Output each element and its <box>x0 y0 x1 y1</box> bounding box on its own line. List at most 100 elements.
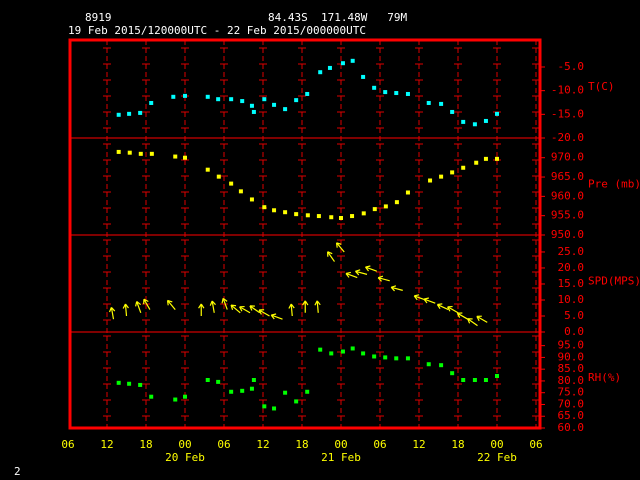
data-point <box>426 100 431 105</box>
x-tick-label: 06 <box>217 438 230 451</box>
data-point <box>294 399 299 404</box>
data-point <box>372 207 377 212</box>
period: 19 Feb 2015/120000UTC - 22 Feb 2015/0000… <box>68 24 366 37</box>
data-point <box>272 208 277 213</box>
data-point <box>329 215 334 220</box>
wind-arrow <box>108 306 116 320</box>
data-point <box>305 91 310 96</box>
wind-arrow <box>258 309 270 317</box>
data-point <box>439 363 444 368</box>
y-tick-label: 955.0 <box>551 209 584 222</box>
data-point <box>428 178 433 183</box>
wind-arrow <box>209 300 216 313</box>
x-date-label: 22 Feb <box>477 451 517 464</box>
marks <box>108 58 499 411</box>
page-number: 2 <box>14 465 21 478</box>
data-point <box>262 97 267 102</box>
y-tick-label: 80.0 <box>558 374 585 387</box>
y-tick-label: 75.0 <box>558 386 585 399</box>
y-tick-label: 90.0 <box>558 350 585 363</box>
wind-arrow <box>166 299 176 310</box>
data-point <box>262 404 267 409</box>
x-tick-label: 12 <box>256 438 269 451</box>
data-point <box>483 378 488 382</box>
data-point <box>127 150 132 155</box>
data-point <box>340 349 345 354</box>
data-point <box>483 156 488 161</box>
data-point <box>116 149 121 154</box>
y-axis-label: SPD(MPS) <box>588 275 640 288</box>
data-point <box>318 70 323 75</box>
y-tick-label: 85.0 <box>558 362 585 375</box>
data-point <box>405 356 410 361</box>
data-point <box>149 394 154 399</box>
data-point <box>262 205 267 210</box>
data-point <box>283 210 288 215</box>
data-point <box>240 388 245 393</box>
data-point <box>149 151 154 156</box>
data-point <box>216 97 221 102</box>
station-id: 8919 <box>85 11 112 24</box>
y-tick-label: 965.0 <box>551 170 584 183</box>
wind-arrow <box>423 297 436 304</box>
data-point <box>240 99 245 104</box>
data-point <box>205 167 210 172</box>
x-date-label: 21 Feb <box>321 451 361 464</box>
data-point <box>483 118 488 123</box>
data-point <box>305 213 310 218</box>
grid-crossbar <box>415 47 423 417</box>
data-point <box>316 214 321 219</box>
grid-crossbar <box>493 47 501 417</box>
y-axis-label: RH(%) <box>588 371 621 384</box>
data-point <box>361 211 366 216</box>
wind-arrow <box>447 305 459 314</box>
y-axis-label: T(C) <box>588 80 615 93</box>
data-point <box>340 61 345 66</box>
data-point <box>472 378 477 382</box>
y-tick-label: 25.0 <box>558 245 585 258</box>
y-tick-label: 950.0 <box>551 228 584 241</box>
grid-crossbar <box>181 47 189 417</box>
data-point <box>205 94 210 99</box>
data-point <box>372 354 377 359</box>
data-point <box>249 386 254 391</box>
data-point <box>238 189 243 194</box>
data-point <box>405 190 410 195</box>
y-tick-label: 15.0 <box>558 277 585 290</box>
data-point <box>173 397 178 402</box>
data-point <box>426 362 431 367</box>
data-point <box>439 101 444 106</box>
wind-arrow <box>327 251 335 262</box>
y-tick-label: -15.0 <box>551 107 584 120</box>
data-point <box>318 347 323 352</box>
wind-arrow <box>221 297 228 310</box>
data-point <box>249 103 254 108</box>
data-point <box>173 154 178 159</box>
data-point <box>339 215 343 220</box>
data-point <box>474 160 479 165</box>
data-point <box>138 110 143 115</box>
data-point <box>272 406 277 411</box>
y-tick-label: 20.0 <box>558 261 585 274</box>
data-point <box>461 119 466 124</box>
y-tick-label: 5.0 <box>564 309 584 322</box>
grid-crossbar <box>220 47 228 417</box>
x-tick-label: 18 <box>451 438 464 451</box>
data-point <box>450 170 455 175</box>
grid-crossbar <box>337 47 345 417</box>
y-tick-label: -5.0 <box>558 60 585 73</box>
wind-arrow <box>239 305 251 314</box>
data-point <box>183 155 187 160</box>
wind-arrow <box>314 300 321 313</box>
data-point <box>394 91 399 96</box>
data-point <box>294 212 299 217</box>
wind-arrow <box>436 303 449 311</box>
x-tick-label: 06 <box>61 438 74 451</box>
data-point <box>251 378 256 382</box>
x-tick-label: 12 <box>412 438 425 451</box>
y-axis-label: Pre (mb) <box>588 178 640 191</box>
data-point <box>472 122 477 127</box>
y-tick-label: -20.0 <box>551 131 584 144</box>
data-point <box>283 107 288 112</box>
data-point <box>149 100 154 105</box>
